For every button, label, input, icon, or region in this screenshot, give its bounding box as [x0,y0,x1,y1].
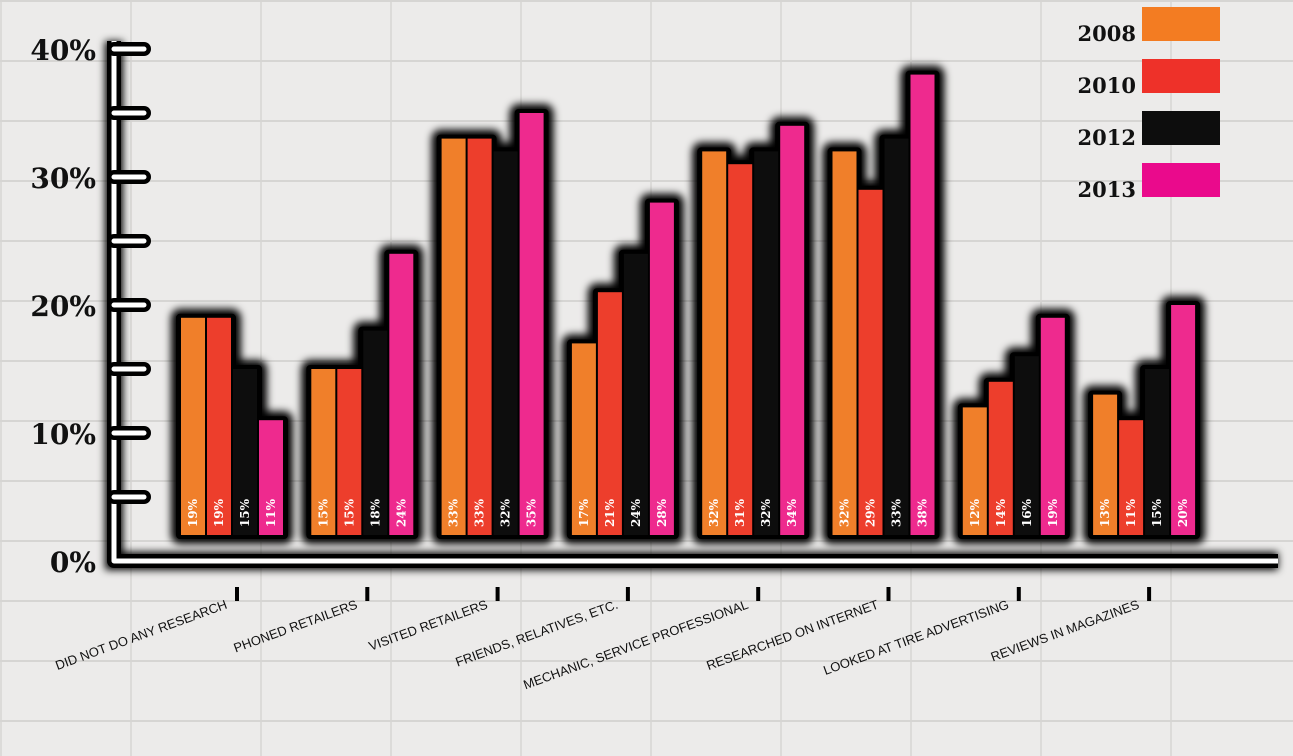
bar [467,138,492,535]
legend-swatch [1142,7,1220,41]
y-tick-label: 10% [30,418,96,451]
category-label: PHONED RETAILERS [232,597,360,656]
data-label: 33% [447,498,461,527]
data-label: 15% [238,498,252,527]
legend: 2008 2010 2012 2013 [1078,7,1220,202]
bar [389,253,414,536]
data-label: 11% [264,498,278,527]
bar [207,317,231,535]
x-tick-mark [235,587,239,601]
bar [702,151,727,535]
bar [832,151,857,535]
data-label: 32% [499,498,513,527]
data-label: 32% [707,498,721,527]
bar [649,202,674,535]
category-label: DID NOT DO ANY RESEARCH [53,597,229,673]
bar [259,420,283,535]
x-tick-mark [1147,587,1152,601]
bar [754,151,779,535]
data-label: 28% [655,498,669,527]
bar [1014,356,1039,535]
bar [858,189,883,536]
bar [1171,305,1196,535]
bar [910,74,935,535]
data-label: 16% [1020,498,1034,527]
data-label: 33% [890,498,904,527]
x-tick-mark [625,587,630,601]
legend-label: 2013 [1078,177,1136,202]
x-tick-mark [886,587,891,601]
bars: 19% 19% 15% 11% 15% 15% 18% 24% 33% 33% 32% 35% 17% 2… [171,65,1206,544]
bar [623,253,648,536]
y-tick-label: 30% [30,162,96,195]
data-label: 32% [759,498,773,527]
y-tick-label: 0% [50,546,96,579]
bar [962,407,987,535]
data-label: 29% [864,498,878,527]
data-label: 15% [1150,498,1164,527]
legend-swatch [1142,163,1220,197]
bar [233,369,257,535]
data-label: 20% [1176,498,1190,527]
bar [519,113,544,535]
bar [571,343,596,535]
y-tick-label: 40% [30,34,96,67]
legend-swatch [1142,59,1220,93]
data-label: 32% [838,498,852,527]
data-label: 12% [968,498,982,527]
bar [780,125,805,536]
data-label: 17% [577,498,591,527]
data-label: 15% [316,498,330,527]
data-label: 15% [342,498,356,527]
legend-swatch [1142,111,1220,145]
legend-label: 2012 [1078,125,1136,150]
data-label: 19% [186,498,200,527]
category-labels: DID NOT DO ANY RESEARCH PHONED RETAILERS V… [53,587,1152,693]
y-tick-label: 20% [30,290,96,323]
x-tick-mark [756,587,761,601]
data-label: 38% [916,498,930,527]
bar [363,330,388,535]
legend-label: 2008 [1078,21,1136,46]
bar [1093,394,1118,535]
y-axis-ticks: 0% 10% 20% 30% 40% [30,34,96,579]
data-label: 13% [1098,498,1112,527]
data-label: 31% [733,498,747,527]
bar [597,292,622,535]
bar [1145,369,1170,535]
data-label: 19% [1046,498,1060,527]
data-label: 18% [368,498,382,527]
bar [441,138,466,535]
data-label: 14% [994,498,1008,527]
axis-line [111,41,1278,564]
legend-label: 2010 [1078,73,1136,98]
category-label: REVIEWS IN MAGAZINES [989,597,1142,665]
bar [1040,317,1065,535]
bar [728,164,753,535]
data-label: 21% [603,498,617,527]
x-tick-mark [1016,587,1021,601]
data-label: 11% [1124,498,1138,527]
data-label: 24% [394,498,408,527]
bar [181,317,205,535]
data-label: 33% [473,498,487,527]
bar [884,138,909,535]
x-tick-mark [365,587,370,601]
data-label: 24% [629,498,643,527]
bar [988,381,1013,535]
bar [1119,420,1144,535]
axes [105,41,1278,570]
data-label: 19% [212,498,226,527]
bar [311,369,336,535]
x-tick-mark [495,587,500,601]
data-label: 35% [525,498,539,527]
bar [337,369,362,535]
category-label: MECHANIC, SERVICE PROFESSIONAL [521,597,750,693]
bar [493,151,518,535]
data-label: 34% [785,498,799,527]
category-label: VISITED RETAILERS [367,597,490,654]
